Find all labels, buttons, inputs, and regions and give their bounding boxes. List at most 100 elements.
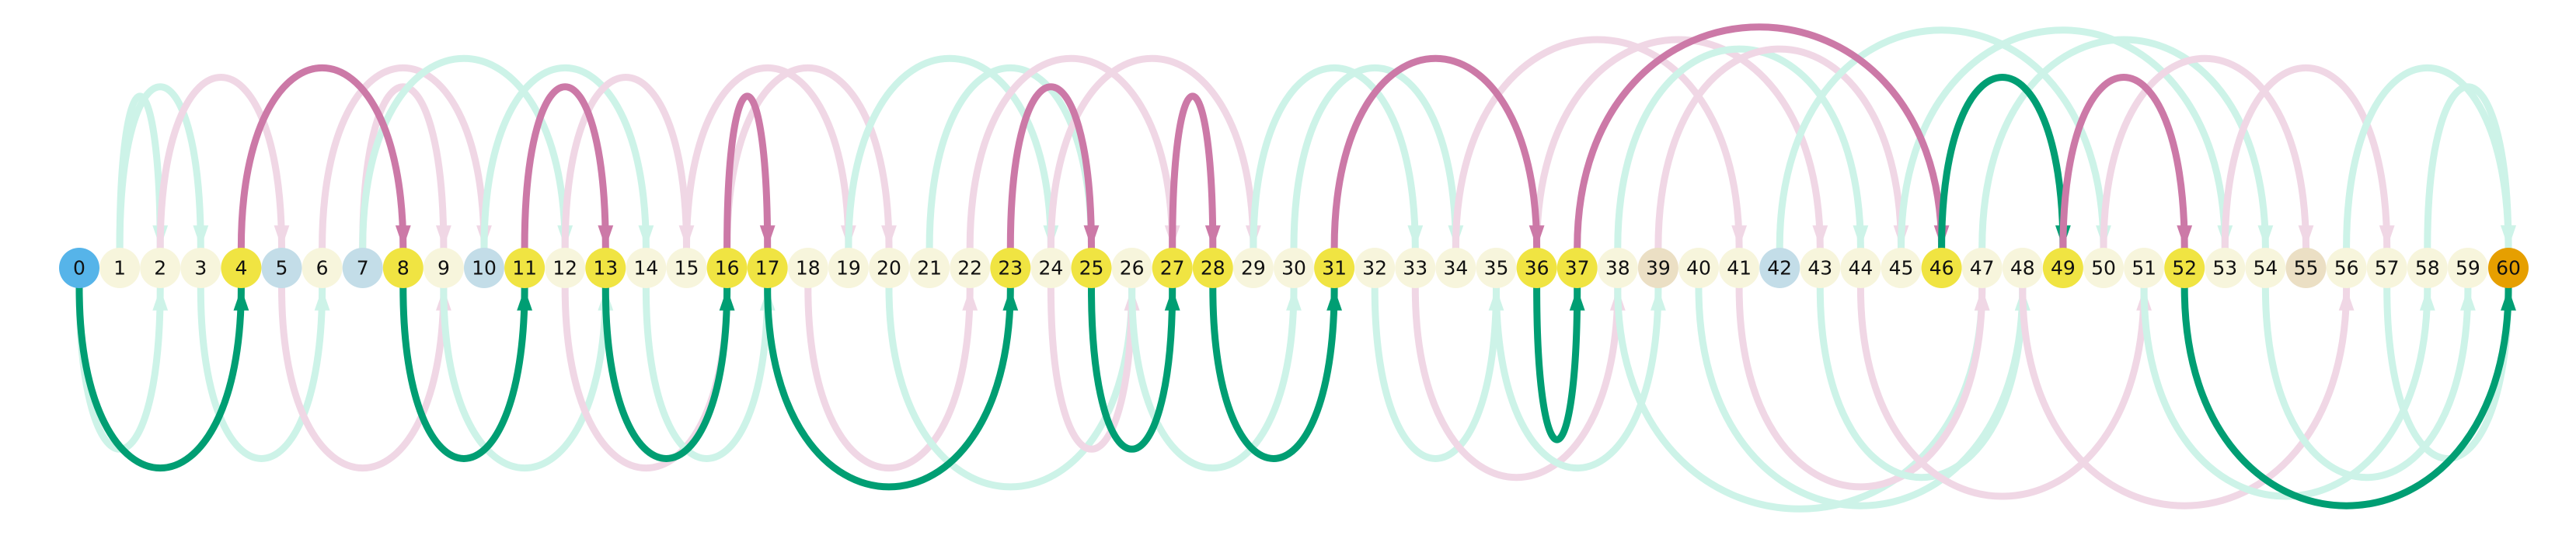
node: 41 [1719,248,1760,288]
node: 33 [1395,248,1436,288]
node-label: 37 [1565,257,1590,280]
node: 30 [1274,248,1314,288]
highlighted-arc-8-11 [399,284,528,462]
node-circle [1354,248,1396,288]
node-circle [1597,248,1638,288]
highlighted-arrowhead-8-11 [517,288,532,311]
node-circle [869,248,909,288]
node: 27 [1152,248,1193,288]
node-label: 24 [1038,257,1063,280]
node: 45 [1881,248,1922,288]
node: 12 [545,248,586,288]
node-circle [180,248,221,288]
faint-arc-53-57 [2221,64,2391,252]
faint-arc-2-5 [156,74,285,252]
faint-arc-47-54 [1978,36,2269,252]
node-circle [302,248,343,288]
node-label: 5 [276,257,288,280]
node-circle [2205,248,2246,288]
node: 31 [1314,248,1355,288]
faint-arc-29-33 [1250,64,1419,252]
highlighted-arrowhead-25-27 [1164,288,1180,311]
node-circle [2488,248,2529,288]
node: 53 [2205,248,2246,288]
faint-arrowhead-47-54 [2257,225,2274,248]
node: 16 [706,248,748,288]
faint-arc-1-3 [116,83,204,252]
highlighted-arc-17-23 [764,284,1014,491]
node: 57 [2366,248,2407,288]
node-label: 46 [1929,257,1954,280]
node-label: 40 [1686,257,1711,280]
highlighted-arc-31-36 [1330,55,1541,252]
node: 48 [2002,248,2043,288]
highlighted-arc-37-46 [1574,23,1946,252]
faint-arc-7-12 [359,55,569,252]
node: 25 [1071,248,1112,288]
highlighted-arrowhead-17-23 [1002,288,1019,311]
node-label: 22 [957,257,982,280]
highlighted-arc-49-52 [2059,74,2188,252]
node-label: 10 [472,257,497,280]
node-circle [2245,248,2286,288]
node-circle [1637,248,1678,288]
node: 7 [342,248,383,288]
node-label: 0 [73,257,85,280]
highlighted-arrowhead-0-4 [233,288,249,311]
node-circle [828,248,869,288]
node: 13 [585,248,626,288]
node: 38 [1597,248,1638,288]
node-circle [2285,248,2327,288]
highlighted-arrowhead-31-36 [1529,225,1545,248]
node-label: 39 [1646,257,1671,280]
node: 2 [140,248,181,288]
faint-arc-57-60 [2383,284,2512,462]
node: 8 [382,248,424,288]
node-label: 35 [1484,257,1509,280]
node: 5 [261,248,302,288]
highlighted-arc-layer [75,23,2516,509]
highlighted-arc-25-27 [1088,284,1176,453]
node-circle [1556,248,1598,288]
node-circle [423,248,464,288]
faint-arrowhead-1-3 [193,225,209,248]
node: 51 [2124,248,2165,288]
node-circle [545,248,586,288]
faint-arc-24-26 [1047,284,1136,453]
faint-arc-58-60 [2424,83,2512,252]
node-label: 49 [2051,257,2076,280]
highlighted-arc-0-4 [75,284,245,471]
node-label: 58 [2415,257,2440,280]
faint-arc-9-13 [440,284,609,471]
faint-arc-54-59 [2261,284,2472,481]
node-label: 41 [1727,257,1752,280]
faint-arc-30-34 [1290,64,1459,252]
node-circle [261,248,302,288]
node: 40 [1678,248,1719,288]
node-label: 48 [2010,257,2035,280]
node: 58 [2407,248,2448,288]
node-label: 6 [316,257,329,280]
node-circle [1111,248,1152,288]
faint-arrowhead-26-30 [1286,288,1302,311]
node-label: 20 [877,257,901,280]
highlighted-arrowhead-49-52 [2177,225,2193,248]
node-label: 16 [715,257,740,280]
node-circle [747,248,788,288]
node-circle [666,248,707,288]
node-label: 13 [593,257,618,280]
highlighted-arc-28-31 [1209,284,1338,462]
node-label: 29 [1241,257,1266,280]
highlighted-arrowhead-52-60 [2501,288,2516,311]
node-label: 59 [2456,257,2480,280]
node-circle [909,248,950,288]
faint-arc-26-30 [1128,284,1298,471]
highlighted-arc-52-60 [2180,284,2512,509]
node-circle [1192,248,1233,288]
faint-arrowhead-2-5 [274,225,290,248]
faint-arrowhead-34-41 [1731,225,1747,248]
node-circle [1232,248,1274,288]
node: 56 [2326,248,2367,288]
faint-arc-50-55 [2100,55,2309,252]
